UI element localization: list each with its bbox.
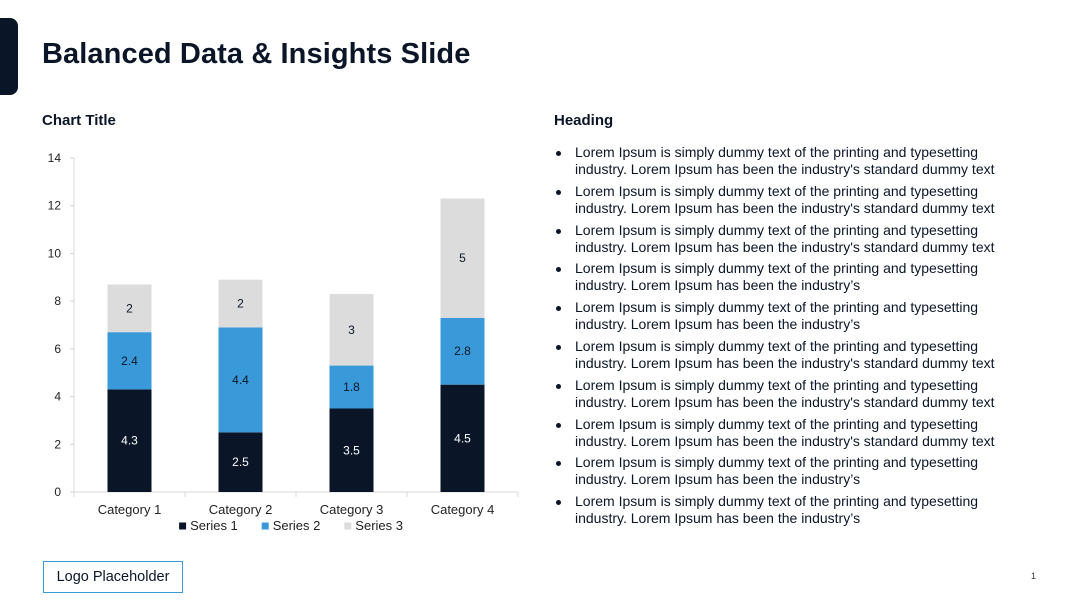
bullet-item: Lorem Ipsum is simply dummy text of the … xyxy=(554,338,1024,377)
bar-series-2 xyxy=(329,365,374,409)
data-label: 3 xyxy=(348,323,355,337)
stacked-bar-chart: 0 2 4 6 8 10 12 14 4.3 2.4 2 Category 1 2.5 4.4 2 Categ… xyxy=(48,151,519,533)
data-label: 2.4 xyxy=(121,354,138,368)
bullet-item: Lorem Ipsum is simply dummy text of the … xyxy=(554,299,1024,338)
x-tick-label: Category 1 xyxy=(98,502,162,517)
bar-series-3 xyxy=(440,198,485,318)
y-tick-label: 12 xyxy=(48,199,62,213)
bullet-item: Lorem Ipsum is simply dummy text of the … xyxy=(554,260,1024,299)
data-label: 5 xyxy=(459,251,466,265)
legend-swatch xyxy=(261,522,269,530)
logo-placeholder: Logo Placeholder xyxy=(43,561,183,593)
x-tick-label: Category 2 xyxy=(209,502,273,517)
insights-heading: Heading xyxy=(554,112,614,129)
y-tick-label: 8 xyxy=(54,294,61,308)
accent-tab xyxy=(0,18,18,95)
data-label: 4.5 xyxy=(454,431,471,445)
chart-title: Chart Title xyxy=(42,112,116,129)
y-tick-label: 4 xyxy=(54,390,61,404)
data-label: 2 xyxy=(237,297,244,311)
bullet-item: Lorem Ipsum is simply dummy text of the … xyxy=(554,493,1024,532)
legend-swatch xyxy=(179,522,187,530)
insights-bullet-list: Lorem Ipsum is simply dummy text of the … xyxy=(554,144,1024,532)
y-tick-label: 2 xyxy=(54,437,61,451)
legend-label: Series 1 xyxy=(190,518,238,533)
data-label: 2 xyxy=(126,301,133,315)
data-label: 2.8 xyxy=(454,344,471,358)
bar-series-2 xyxy=(440,317,485,385)
slide-title: Balanced Data & Insights Slide xyxy=(42,38,471,70)
bullet-item: Lorem Ipsum is simply dummy text of the … xyxy=(554,144,1024,183)
page-number: 1 xyxy=(1031,571,1037,581)
y-tick-label: 6 xyxy=(54,342,61,356)
legend-label: Series 3 xyxy=(355,518,403,533)
data-label: 4.3 xyxy=(121,434,138,448)
bar-series-1 xyxy=(107,389,152,492)
bar-series-3 xyxy=(218,279,263,328)
bullet-item: Lorem Ipsum is simply dummy text of the … xyxy=(554,454,1024,493)
bullet-item: Lorem Ipsum is simply dummy text of the … xyxy=(554,377,1024,416)
y-tick-label: 14 xyxy=(48,151,62,165)
data-label: 2.5 xyxy=(232,455,249,469)
y-tick-label: 10 xyxy=(48,246,62,260)
bullet-item: Lorem Ipsum is simply dummy text of the … xyxy=(554,183,1024,222)
legend-swatch xyxy=(344,522,352,530)
bar-series-2 xyxy=(218,327,263,433)
bullet-item: Lorem Ipsum is simply dummy text of the … xyxy=(554,222,1024,261)
data-label: 1.8 xyxy=(343,380,360,394)
data-label: 4.4 xyxy=(232,373,249,387)
bar-series-1 xyxy=(440,384,485,492)
bar-series-3 xyxy=(107,284,152,333)
x-tick-label: Category 3 xyxy=(320,502,384,517)
y-tick-label: 0 xyxy=(54,485,61,499)
x-tick-label: Category 4 xyxy=(431,502,495,517)
bar-series-1 xyxy=(218,432,263,492)
bar-series-1 xyxy=(329,408,374,492)
bar-series-3 xyxy=(329,293,374,366)
bar-series-2 xyxy=(107,332,152,390)
legend-label: Series 2 xyxy=(273,518,321,533)
bullet-item: Lorem Ipsum is simply dummy text of the … xyxy=(554,416,1024,455)
data-label: 3.5 xyxy=(343,443,360,457)
